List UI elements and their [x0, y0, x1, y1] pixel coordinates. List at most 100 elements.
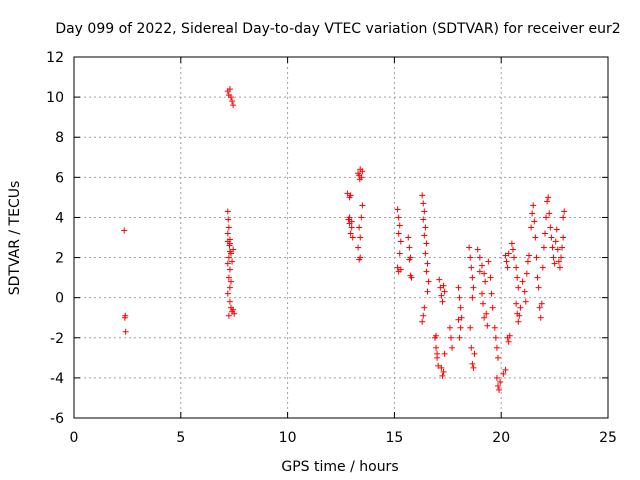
y-tick-label: 0 — [55, 291, 64, 307]
data-point — [421, 208, 428, 215]
data-point — [226, 86, 233, 93]
data-point — [122, 328, 129, 335]
data-point — [513, 300, 520, 307]
data-point — [538, 300, 545, 307]
data-point — [469, 294, 476, 301]
data-point — [355, 244, 362, 251]
y-tick-label: -4 — [50, 371, 64, 387]
data-point — [476, 268, 483, 275]
data-point — [545, 194, 552, 201]
data-point — [225, 312, 232, 319]
data-point — [425, 278, 432, 285]
data-point — [496, 386, 503, 393]
data-point — [437, 284, 444, 291]
data-point — [358, 214, 365, 221]
axis-ticks — [73, 56, 609, 419]
data-point — [529, 210, 536, 217]
chart-title: Day 099 of 2022, Sidereal Day-to-day VTE… — [55, 21, 620, 37]
data-point — [356, 224, 363, 231]
data-point — [505, 338, 512, 345]
data-point — [536, 304, 543, 311]
data-point — [492, 334, 499, 341]
data-point — [420, 200, 427, 207]
data-point — [433, 344, 440, 351]
data-point — [552, 238, 559, 245]
x-tick-label: 0 — [70, 430, 79, 446]
data-point — [448, 334, 455, 341]
data-point — [396, 222, 403, 229]
x-tick-label: 25 — [599, 430, 617, 446]
data-point — [480, 300, 487, 307]
data-point — [494, 382, 501, 389]
data-point — [457, 324, 464, 331]
data-point — [525, 252, 532, 259]
data-point — [441, 350, 448, 357]
data-point — [224, 260, 231, 267]
data-point — [440, 368, 447, 375]
data-point — [509, 246, 516, 253]
data-point — [449, 344, 456, 351]
data-point — [466, 244, 473, 251]
data-point — [231, 310, 238, 317]
data-point — [531, 218, 538, 225]
data-point — [227, 250, 234, 257]
data-point — [419, 192, 426, 199]
data-point — [421, 232, 428, 239]
data-point — [517, 304, 524, 311]
data-point — [502, 252, 509, 259]
data-point — [397, 238, 404, 245]
data-point — [224, 230, 231, 237]
data-point — [547, 224, 554, 231]
data-point — [229, 98, 236, 105]
data-point — [394, 206, 401, 213]
data-point — [532, 234, 539, 241]
data-point — [435, 362, 442, 369]
data-point — [356, 176, 363, 183]
data-point — [440, 282, 447, 289]
data-point — [469, 360, 476, 367]
data-point — [420, 216, 427, 223]
data-point — [551, 260, 558, 267]
data-point — [554, 246, 561, 253]
data-point — [487, 274, 494, 281]
data-point — [478, 290, 485, 297]
data-point — [226, 266, 233, 273]
data-point — [489, 304, 496, 311]
data-point — [224, 290, 231, 297]
data-point — [558, 254, 565, 261]
data-point — [348, 224, 355, 231]
data-point — [483, 310, 490, 317]
data-point — [395, 214, 402, 221]
y-tick-label: 4 — [55, 210, 64, 226]
data-point — [458, 314, 465, 321]
data-point — [503, 258, 510, 265]
data-point — [468, 344, 475, 351]
data-point — [543, 214, 550, 221]
data-point — [395, 230, 402, 237]
data-point — [484, 322, 491, 329]
data-point — [457, 304, 464, 311]
data-point — [230, 246, 237, 253]
data-point — [474, 246, 481, 253]
data-point — [225, 274, 232, 281]
data-point — [506, 332, 513, 339]
data-point — [550, 254, 557, 261]
data-point — [230, 306, 237, 313]
data-point — [423, 268, 430, 275]
data-point — [344, 190, 351, 197]
data-point — [347, 230, 354, 237]
y-axis-label: SDTVAR / TECUs — [7, 181, 23, 296]
data-point — [511, 254, 518, 261]
y-tick-label: 12 — [46, 50, 64, 66]
data-point — [121, 314, 128, 321]
data-point — [456, 294, 463, 301]
data-point — [519, 278, 526, 285]
data-point — [522, 298, 529, 305]
data-point — [225, 254, 232, 261]
data-point — [226, 284, 233, 291]
data-point — [530, 202, 537, 209]
data-point — [497, 378, 504, 385]
y-tick-label: 10 — [46, 90, 64, 106]
data-point — [121, 227, 128, 234]
